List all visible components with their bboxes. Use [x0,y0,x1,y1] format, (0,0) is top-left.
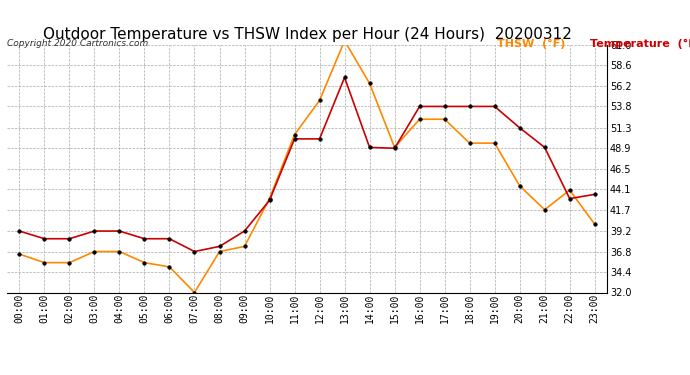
Temperature  (°F) [215,244,224,249]
THSW  (°F) [515,184,524,188]
Temperature  (°F) [440,104,449,109]
THSW  (°F) [491,141,499,146]
THSW  (°F) [340,39,348,43]
Temperature  (°F) [491,104,499,109]
THSW  (°F) [466,141,474,146]
Temperature  (°F) [366,145,374,150]
THSW  (°F) [591,222,599,226]
THSW  (°F) [266,196,274,201]
Temperature  (°F) [40,237,48,241]
Temperature  (°F) [591,192,599,196]
THSW  (°F) [190,290,199,295]
Temperature  (°F) [391,146,399,150]
Temperature  (°F) [340,75,348,80]
Temperature  (°F) [415,104,424,109]
Line: THSW  (°F): THSW (°F) [18,39,596,294]
Text: Copyright 2020 Cartronics.com: Copyright 2020 Cartronics.com [7,39,148,48]
Temperature  (°F) [140,237,148,241]
Temperature  (°F) [240,229,248,233]
Temperature  (°F) [66,237,74,241]
THSW  (°F) [240,244,248,249]
THSW  (°F) [540,207,549,212]
Text: THSW  (°F): THSW (°F) [497,39,565,50]
THSW  (°F) [66,260,74,265]
Temperature  (°F) [566,196,574,201]
Temperature  (°F) [266,198,274,202]
THSW  (°F) [15,252,23,257]
THSW  (°F) [90,249,99,254]
THSW  (°F) [415,117,424,122]
THSW  (°F) [40,260,48,265]
THSW  (°F) [366,81,374,86]
Text: Temperature  (°F): Temperature (°F) [590,39,690,50]
Temperature  (°F) [515,126,524,130]
Temperature  (°F) [115,229,124,233]
Line: Temperature  (°F): Temperature (°F) [18,76,596,253]
THSW  (°F) [315,98,324,103]
THSW  (°F) [391,145,399,150]
THSW  (°F) [166,265,174,269]
Temperature  (°F) [15,229,23,233]
Temperature  (°F) [166,237,174,241]
THSW  (°F) [440,117,449,122]
Temperature  (°F) [466,104,474,109]
Temperature  (°F) [315,136,324,141]
THSW  (°F) [115,249,124,254]
Temperature  (°F) [90,229,99,233]
Temperature  (°F) [190,249,199,254]
THSW  (°F) [140,260,148,265]
THSW  (°F) [566,188,574,192]
THSW  (°F) [215,249,224,254]
Temperature  (°F) [290,136,299,141]
Title: Outdoor Temperature vs THSW Index per Hour (24 Hours)  20200312: Outdoor Temperature vs THSW Index per Ho… [43,27,571,42]
THSW  (°F) [290,132,299,137]
Temperature  (°F) [540,145,549,150]
